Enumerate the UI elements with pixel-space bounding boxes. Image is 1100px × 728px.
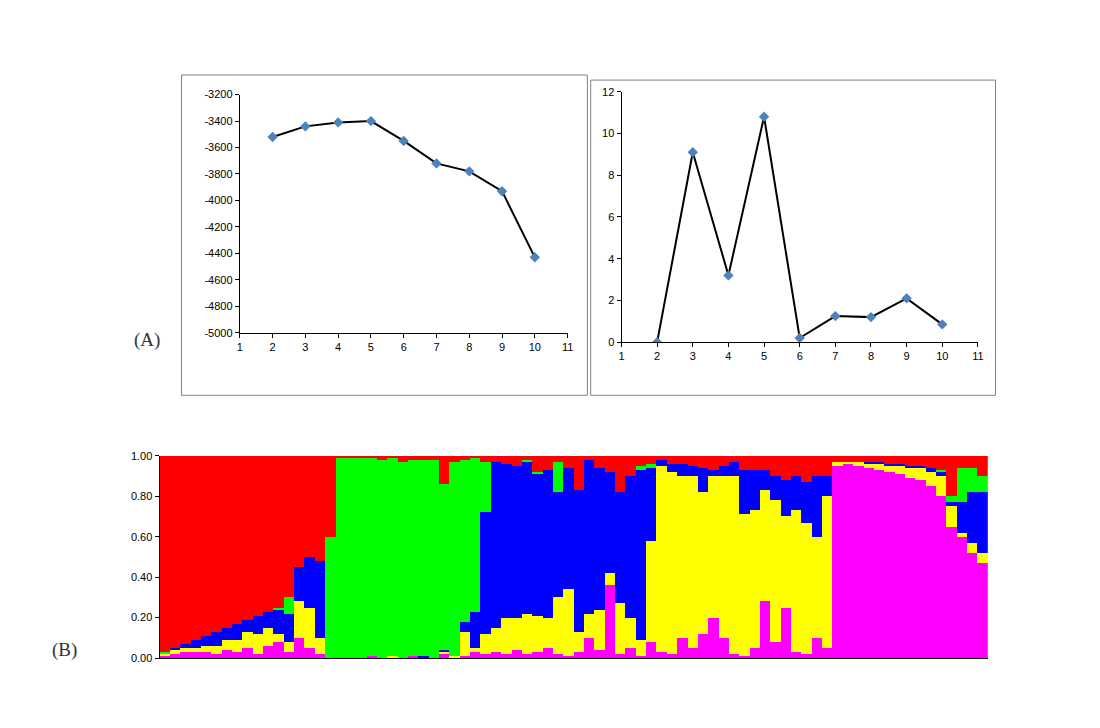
svg-text:-5000: -5000 (204, 327, 232, 339)
svg-text:6: 6 (797, 350, 803, 362)
svg-text:8: 8 (868, 350, 874, 362)
svg-text:1: 1 (237, 341, 243, 353)
svg-text:3: 3 (302, 341, 308, 353)
svg-text:(B): (B) (52, 639, 77, 661)
svg-text:1.00: 1.00 (131, 450, 152, 462)
svg-text:11: 11 (972, 350, 983, 362)
svg-text:4: 4 (725, 350, 731, 362)
svg-text:0.80: 0.80 (131, 490, 152, 502)
svg-text:10: 10 (602, 127, 614, 139)
svg-text:2: 2 (270, 341, 276, 353)
svg-text:12: 12 (602, 86, 614, 98)
svg-text:6: 6 (608, 211, 614, 223)
svg-text:0.20: 0.20 (131, 611, 152, 623)
svg-text:7: 7 (832, 350, 838, 362)
svg-text:-4400: -4400 (204, 247, 232, 259)
svg-text:0: 0 (608, 336, 614, 348)
svg-text:-4000: -4000 (204, 194, 232, 206)
svg-text:9: 9 (904, 350, 910, 362)
svg-text:11: 11 (562, 341, 573, 353)
svg-text:2: 2 (608, 294, 614, 306)
svg-text:4: 4 (608, 253, 614, 265)
svg-text:10: 10 (529, 341, 541, 353)
svg-text:-3800: -3800 (204, 168, 232, 180)
svg-text:10: 10 (936, 350, 948, 362)
svg-text:5: 5 (761, 350, 767, 362)
svg-text:3: 3 (690, 350, 696, 362)
svg-text:(A): (A) (134, 329, 160, 351)
svg-text:5: 5 (368, 341, 374, 353)
svg-text:1: 1 (618, 350, 624, 362)
svg-text:4: 4 (335, 341, 341, 353)
svg-text:6: 6 (401, 341, 407, 353)
svg-text:8: 8 (608, 169, 614, 181)
svg-text:7: 7 (433, 341, 439, 353)
svg-text:-4800: -4800 (204, 300, 232, 312)
svg-text:-4600: -4600 (204, 274, 232, 286)
svg-text:0.40: 0.40 (131, 571, 152, 583)
svg-text:9: 9 (499, 341, 505, 353)
svg-text:-3400: -3400 (204, 115, 232, 127)
svg-text:-3200: -3200 (204, 88, 232, 100)
svg-text:0.60: 0.60 (131, 531, 152, 543)
svg-text:-3600: -3600 (204, 141, 232, 153)
svg-text:-4200: -4200 (204, 221, 232, 233)
svg-text:0.00: 0.00 (131, 652, 152, 664)
svg-text:8: 8 (466, 341, 472, 353)
svg-text:2: 2 (654, 350, 660, 362)
